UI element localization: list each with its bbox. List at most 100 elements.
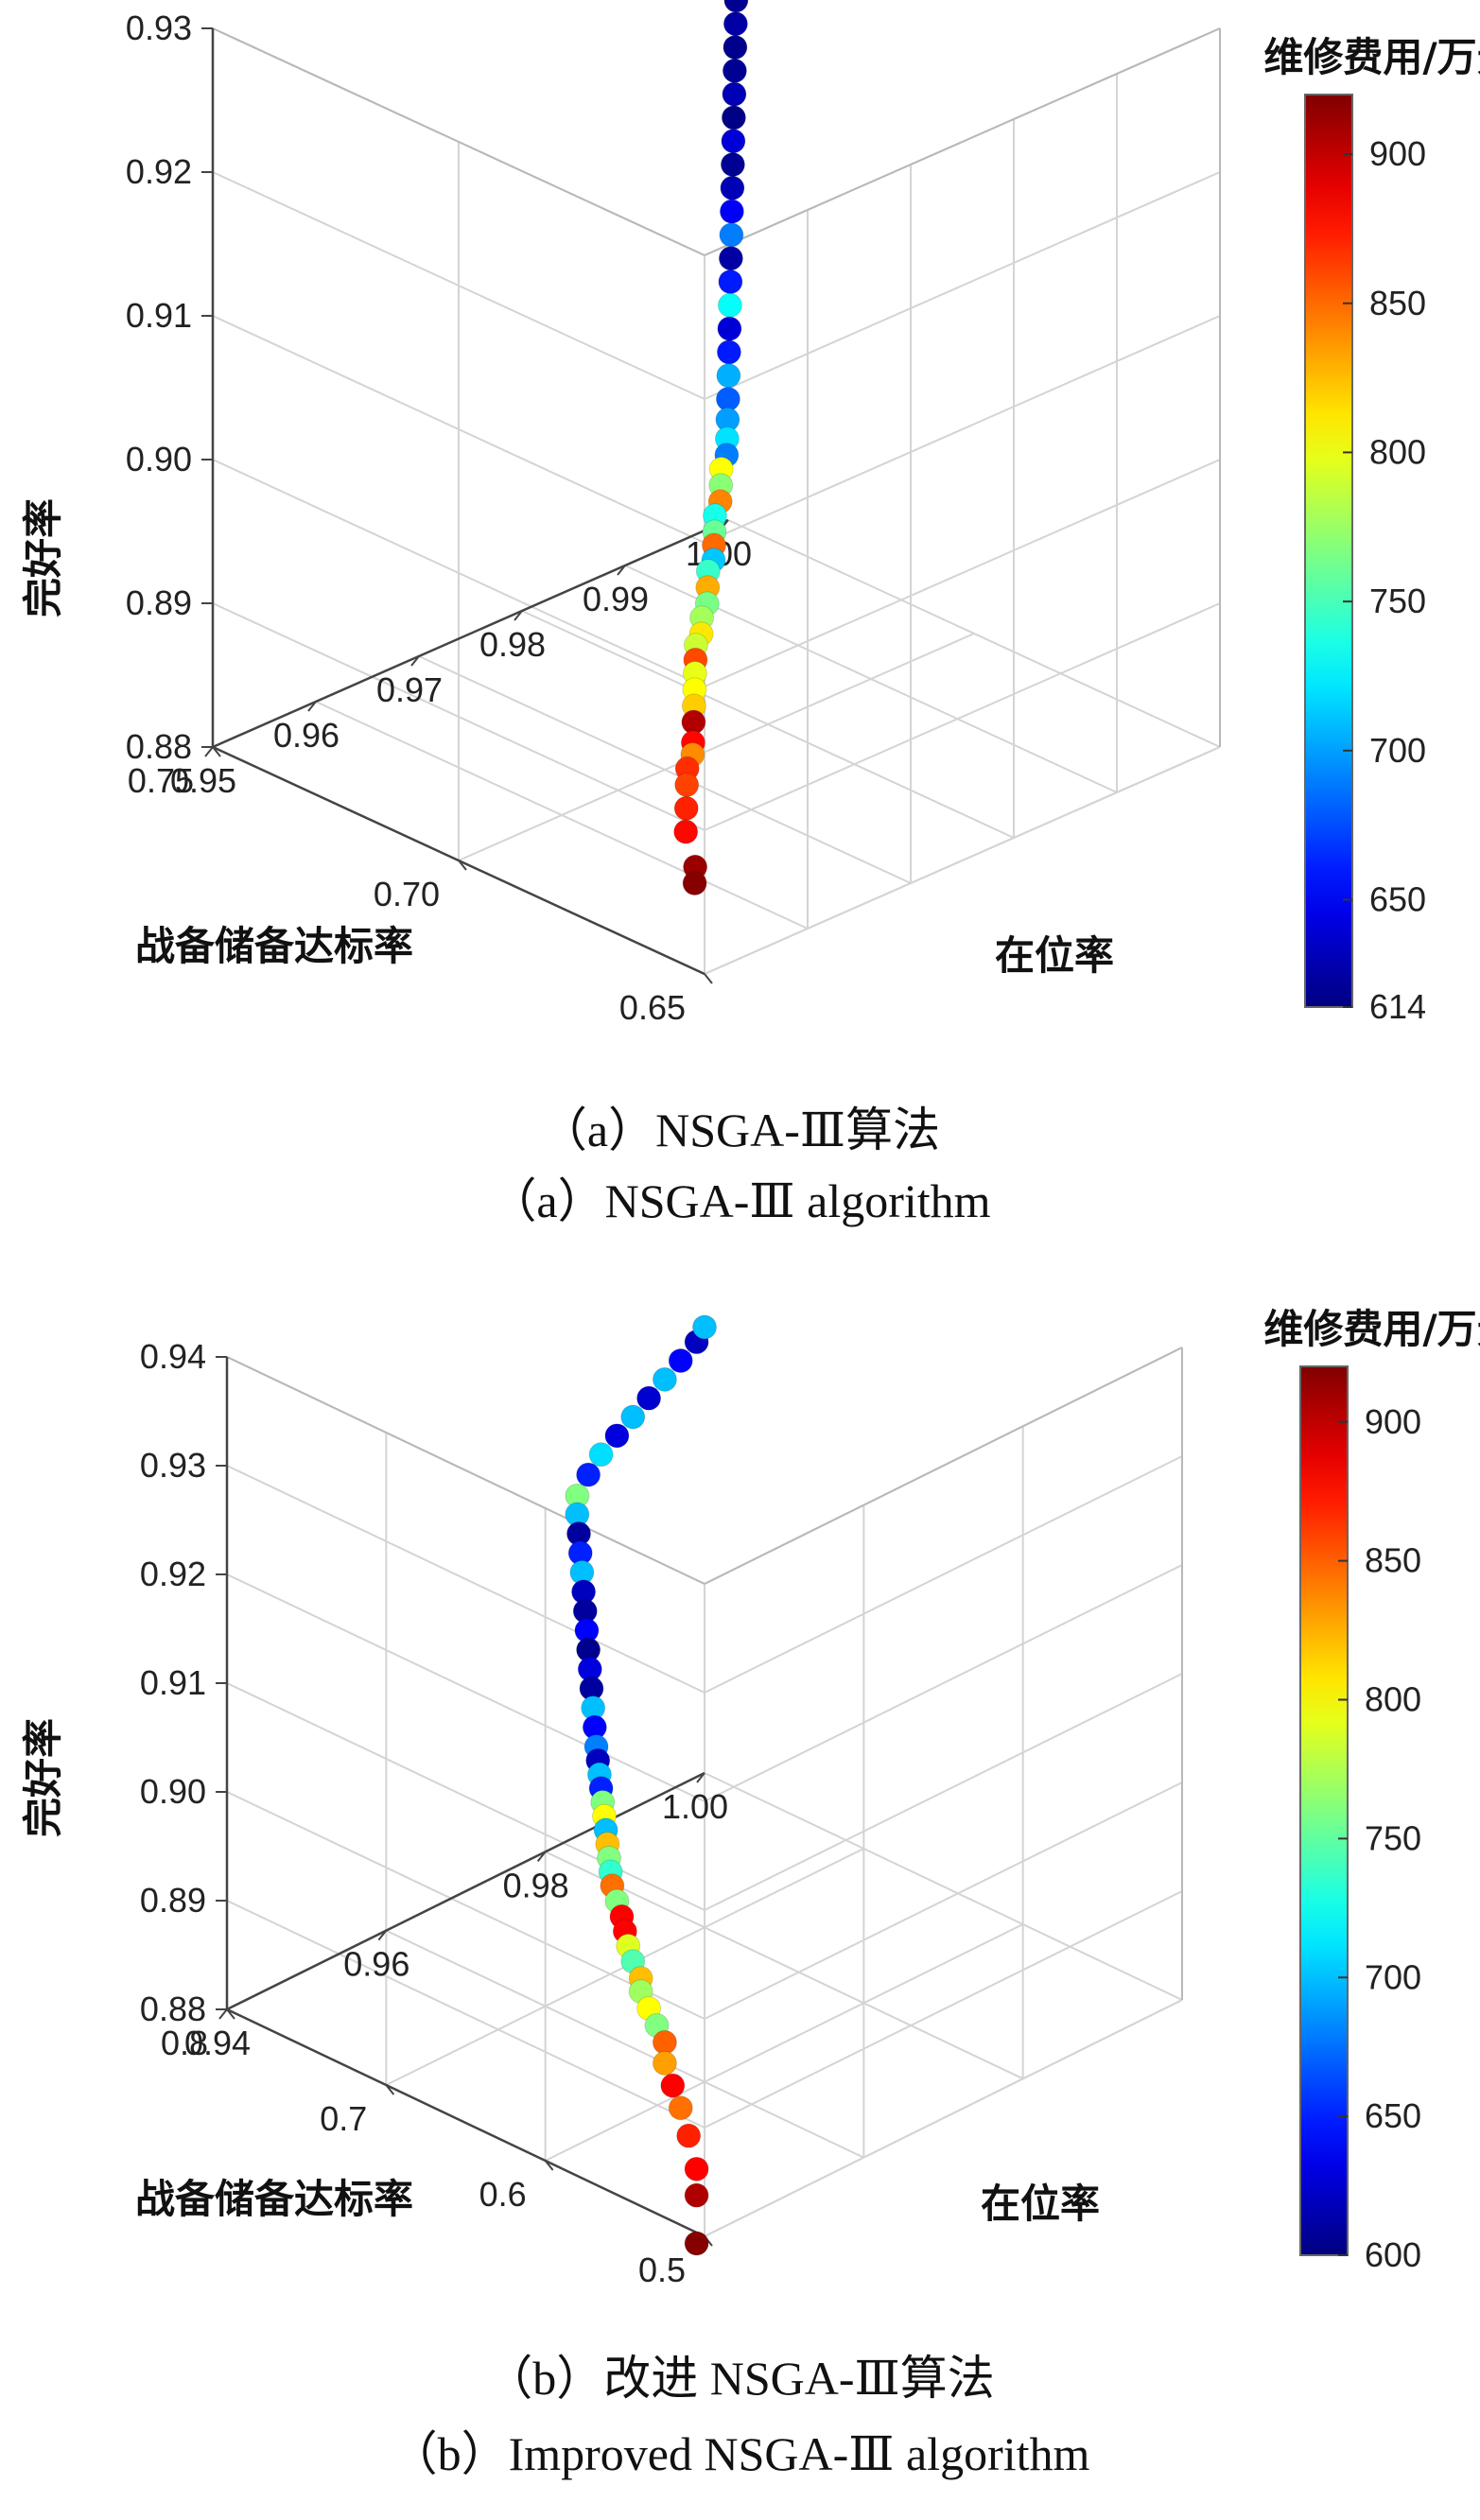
colorbar-tick-label: 800: [1369, 432, 1426, 471]
data-point: [684, 2231, 709, 2256]
z-tick-label: 0.91: [126, 296, 192, 335]
colorbar-title: 维修费用/万元: [1263, 34, 1480, 80]
colorbar-tick-label: 900: [1369, 134, 1426, 173]
box-edge: [704, 1347, 1183, 1585]
z-tick-label: 0.89: [126, 583, 192, 622]
grid-line: [704, 746, 1221, 975]
scatter3d-chart-a: 0.88 0.89 0.90 0.91 0.92 0.93 0.95 0.96 0.97 0.98…: [20, 0, 1480, 1027]
x-tick-label: 0.98: [503, 1866, 569, 1904]
grid-line: [385, 1929, 864, 2159]
x-axis-line: [212, 518, 729, 749]
data-point: [668, 2095, 693, 2121]
grid-line: [226, 1682, 705, 1911]
x-axis-line: [226, 1771, 705, 2011]
chart-panel-a: 0.88 0.89 0.90 0.91 0.92 0.93 0.95 0.96 0.97 0.98…: [20, 0, 1480, 1227]
z-tick-label: 0.90: [126, 440, 192, 478]
box-edge: [226, 1356, 705, 1585]
x-tick-label: 0.96: [343, 1945, 409, 1984]
grid-line: [226, 1791, 705, 2020]
grid-line: [704, 1673, 1183, 1911]
y-tick-label: 0.65: [619, 988, 686, 1027]
data-point: [719, 222, 744, 248]
grid-line: [315, 701, 809, 930]
y-axis-label: 战备储备达标率: [135, 2176, 413, 2222]
y-tick-label: 0.8: [161, 2024, 208, 2062]
colorbar-title: 维修费用/万元: [1263, 1306, 1480, 1352]
scatter3d-chart-b: 0.88 0.89 0.90 0.91 0.92 0.93 0.94 0.94 0.96 0.98…: [20, 1306, 1480, 2289]
data-point: [717, 316, 742, 341]
data-point: [576, 1462, 601, 1487]
y-tick-label: 0.70: [374, 875, 440, 913]
data-point: [673, 819, 699, 844]
data-point: [681, 709, 706, 735]
colorbar-tick-label: 614: [1369, 987, 1426, 1026]
x-tick-mark: [377, 1930, 388, 1941]
data-point: [676, 2123, 702, 2148]
x-tick-mark: [536, 1851, 547, 1862]
data-point: [722, 81, 747, 107]
colorbar-tick-label: 800: [1365, 1680, 1421, 1719]
colorbar-tick-label: 650: [1365, 2096, 1421, 2135]
colorbar-tick-label: 700: [1369, 731, 1426, 770]
data-point: [692, 1314, 717, 1340]
caption-a-en: （a）NSGA-Ⅲ algorithm: [489, 1174, 991, 1227]
z-tick-label: 0.94: [140, 1337, 206, 1376]
x-tick-label: 0.96: [273, 716, 340, 755]
colorbar-tick-label: 700: [1365, 1957, 1421, 1996]
data-point: [720, 175, 745, 200]
z-tick-label: 0.91: [140, 1663, 206, 1702]
data-point: [652, 2029, 677, 2055]
z-tick-label: 0.88: [140, 1990, 206, 2028]
y-axis-label: 战备储备达标率: [135, 923, 413, 969]
grid-line: [226, 1573, 705, 1802]
colorbar-tick-label: 850: [1369, 284, 1426, 322]
box-edge: [704, 27, 1221, 256]
x-tick-label: 0.97: [376, 670, 443, 709]
y-axis-line: [226, 2007, 705, 2238]
x-tick-label: 0.94: [184, 2024, 251, 2062]
grid-line: [704, 1564, 1183, 1802]
data-point: [716, 339, 741, 365]
data-point: [723, 35, 748, 60]
data-point: [636, 1385, 662, 1411]
grid-line: [727, 519, 1221, 748]
grid-line: [704, 1772, 1183, 2001]
y-tick-mark: [544, 2160, 554, 2171]
y-tick-mark: [212, 746, 221, 757]
z-axis-label: 完好率: [20, 498, 66, 617]
x-tick-label: 0.98: [479, 625, 546, 664]
z-axis-label: 完好率: [20, 1718, 66, 1837]
data-point: [604, 1423, 630, 1449]
z-tick-label: 0.88: [126, 727, 192, 766]
colorbar: [1299, 1365, 1349, 2256]
x-tick-mark: [410, 655, 420, 667]
z-tick-label: 0.89: [140, 1881, 206, 1920]
data-point: [717, 292, 742, 318]
caption-b-en: （b）Improved NSGA-Ⅲ algorithm: [390, 2427, 1090, 2480]
grid-line: [226, 1465, 705, 1694]
y-tick-mark: [226, 2008, 235, 2020]
data-point: [652, 1366, 677, 1392]
data-points: [673, 0, 749, 895]
data-points: [565, 1314, 717, 2256]
colorbar-tick-label: 850: [1365, 1541, 1421, 1580]
caption-a-cn: （a）NSGA-Ⅲ算法: [539, 1104, 941, 1156]
grid-line: [704, 171, 1221, 400]
data-point: [723, 0, 749, 13]
grid-line: [226, 1900, 705, 2129]
chart-panel-b: 0.88 0.89 0.90 0.91 0.92 0.93 0.94 0.94 0.96 0.98…: [0, 1262, 1480, 2520]
grid-line: [545, 1923, 1024, 2162]
data-point: [588, 1442, 614, 1468]
x-tick-mark: [307, 701, 317, 712]
x-tick-label: 0.95: [170, 761, 236, 800]
grid-line: [704, 459, 1221, 687]
data-point: [715, 387, 740, 411]
data-point: [723, 11, 748, 37]
data-point: [721, 105, 746, 130]
data-point: [682, 871, 707, 895]
y-tick-mark: [704, 973, 713, 984]
data-point: [660, 2073, 686, 2098]
grid-line: [704, 602, 1221, 831]
x-tick-mark: [218, 2008, 228, 2020]
grid-line: [521, 610, 1015, 839]
